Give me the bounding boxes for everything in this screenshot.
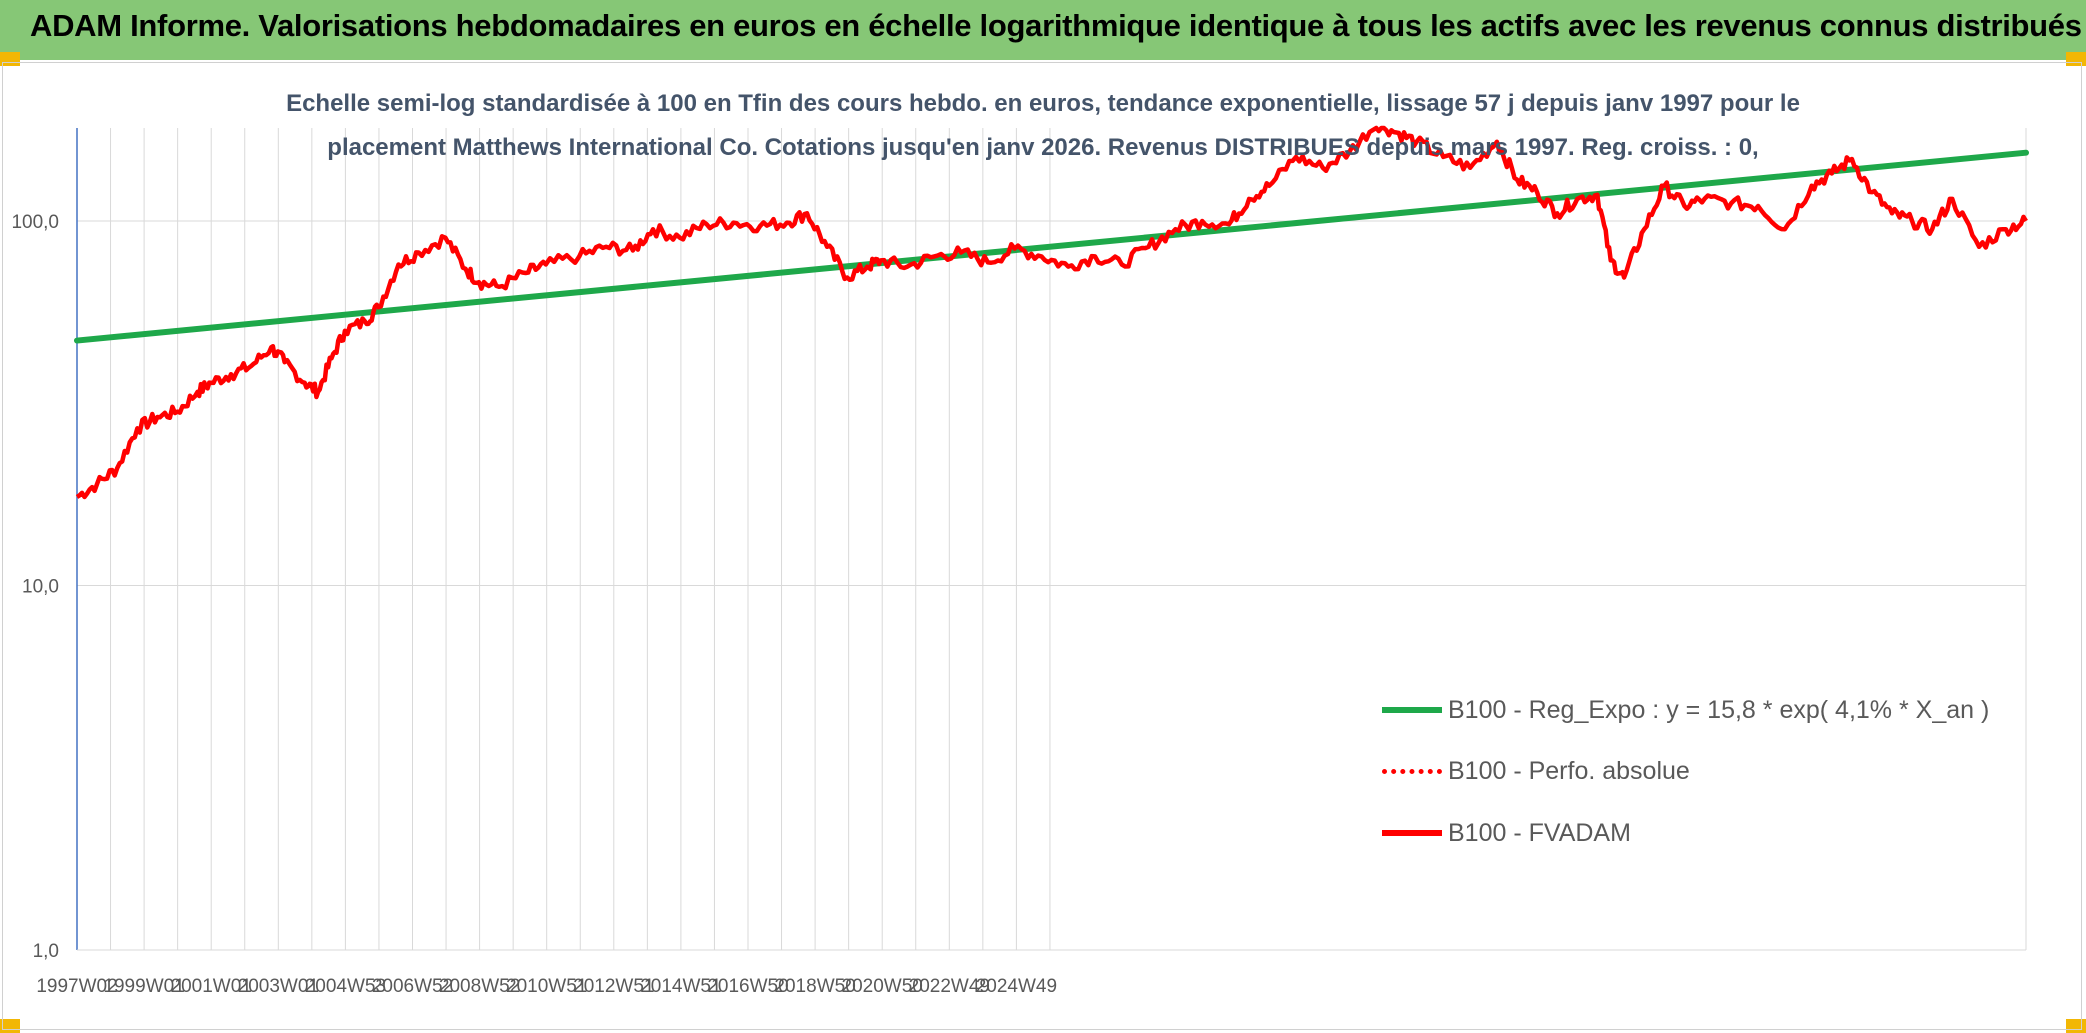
x-tick-label: 1999W01 — [103, 976, 184, 997]
x-tick-label: 2014W51 — [640, 976, 721, 997]
grid-lines — [76, 128, 2027, 951]
x-tick-label: 2024W49 — [976, 976, 1057, 997]
price-series-layer — [75, 125, 2028, 500]
x-tick-label: 2003W01 — [238, 976, 319, 997]
x-tick-label: 2018W50 — [774, 976, 855, 997]
x-tick-label: 2001W01 — [171, 976, 252, 997]
x-tick-label: 2006W52 — [372, 976, 453, 997]
trend-line-layer — [74, 149, 2029, 344]
y-tick-label: 10,0 — [22, 577, 59, 598]
chart-title-line-2: placement Matthews International Co. Cot… — [327, 134, 1759, 161]
x-tick-label: 2022W49 — [909, 976, 990, 997]
y-tick-label: 1,0 — [33, 941, 59, 962]
legend-item-fvadam: B100 - FVADAM — [1382, 818, 1631, 848]
x-tick-label: 2004W53 — [305, 976, 386, 997]
legend-label-absolute: B100 - Perfo. absolue — [1448, 756, 1690, 785]
legend-label-trend: B100 - Reg_Expo : y = 15,8 * exp( 4,1% *… — [1448, 695, 1990, 724]
legend-swatch-fvadam — [1382, 830, 1442, 836]
x-tick-label: 2008W52 — [439, 976, 520, 997]
price-series-line — [75, 125, 2028, 500]
legend-swatch-trend — [1382, 707, 1442, 713]
axis-labels: 1997W021999W012001W012003W012004W532006W… — [11, 212, 1057, 997]
report-title: ADAM Informe. Valorisations hebdomadaire… — [30, 8, 2082, 43]
x-tick-label: 2016W50 — [707, 976, 788, 997]
trend-line — [74, 149, 2029, 344]
title-banner: ADAM Informe. Valorisations hebdomadaire… — [0, 0, 2086, 60]
chart-title-line-1: Echelle semi-log standardisée à 100 en T… — [286, 90, 1800, 117]
legend-label-fvadam: B100 - FVADAM — [1448, 818, 1631, 847]
legend-swatch-absolute — [1382, 768, 1442, 774]
x-tick-label: 1997W02 — [36, 976, 117, 997]
x-tick-label: 2010W51 — [506, 976, 587, 997]
chart-frame — [2, 62, 2082, 1030]
legend-item-trend: B100 - Reg_Expo : y = 15,8 * exp( 4,1% *… — [1382, 695, 1989, 725]
x-tick-label: 2020W50 — [842, 976, 923, 997]
y-tick-label: 100,0 — [11, 212, 59, 233]
legend-item-absolute: B100 - Perfo. absolue — [1382, 756, 1690, 786]
axes — [76, 128, 2026, 951]
x-tick-label: 2012W51 — [573, 976, 654, 997]
